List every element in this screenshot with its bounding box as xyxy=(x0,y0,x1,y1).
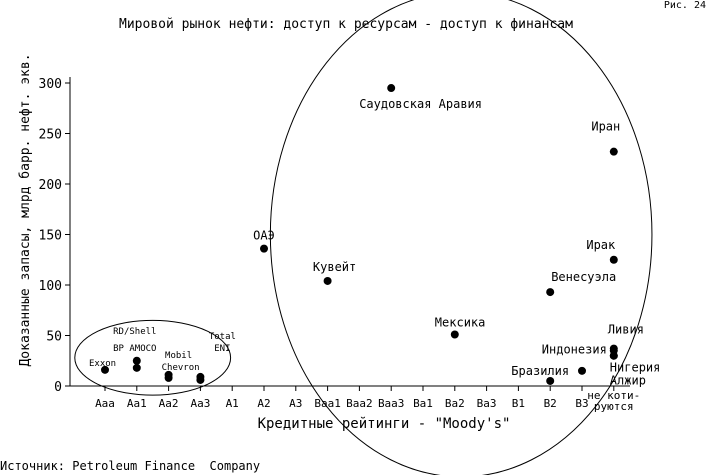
x-tick-label-line: B1 xyxy=(512,397,525,410)
x-tick-label-line: A3 xyxy=(289,397,302,410)
x-tick-label-line: Aaa xyxy=(95,397,115,410)
x-tick-label: Aa1 xyxy=(127,397,147,410)
data-point xyxy=(132,363,141,372)
data-point xyxy=(578,366,586,375)
y-tick-label: 250 xyxy=(39,128,62,143)
x-tick-label: A3 xyxy=(289,397,302,410)
point-label: Венесуэла xyxy=(551,270,616,284)
x-tick-label: A2 xyxy=(257,397,270,410)
x-tick-label: Ba1 xyxy=(413,397,433,410)
x-tick-label: Aa3 xyxy=(190,397,210,410)
x-tick-label: Ba3 xyxy=(477,397,497,410)
x-tick-label-line: руются xyxy=(594,400,634,413)
data-point xyxy=(546,288,555,297)
y-tick-label: 300 xyxy=(39,77,62,92)
point-label: Ирак xyxy=(586,238,616,252)
x-tick-label-line: B3 xyxy=(575,397,588,410)
y-axis-label: Доказанные запасы, млрд барр. нефт. экв. xyxy=(18,53,33,366)
x-tick-label: Aaa xyxy=(95,397,115,410)
x-tick-label: не коти-руются xyxy=(587,389,640,413)
ticks: 0 50 100 150 200 250 300 Aaa Aa1 Aa2 Aa3 A1 A2 A3 Baa1… xyxy=(39,77,641,413)
x-tick-label: Baa2 xyxy=(346,397,373,410)
axes xyxy=(69,77,630,387)
x-tick-label-line: Baa2 xyxy=(346,397,373,410)
point-label: RD/Shell xyxy=(113,327,156,337)
x-tick-label: Baa1 xyxy=(314,397,341,410)
x-tick-label-line: Baa3 xyxy=(378,397,405,410)
point-labels: Exxon RD/Shell BP AMOCO Mobil Chevron Total EN… xyxy=(89,97,660,388)
data-point xyxy=(387,84,396,93)
x-tick-label: A1 xyxy=(226,397,239,410)
y-tick-label: 50 xyxy=(46,330,62,345)
source-note: Источник: Petroleum Finance Company xyxy=(0,459,261,473)
x-tick-label-line: Ba3 xyxy=(477,397,497,410)
x-tick-label: B2 xyxy=(544,397,557,410)
x-tick-label-line: A1 xyxy=(226,397,239,410)
x-tick-label-line: не коти- xyxy=(587,389,640,402)
data-point xyxy=(260,244,268,253)
point-label: Кувейт xyxy=(313,260,356,274)
x-tick-label: B1 xyxy=(512,397,525,410)
point-label: Exxon xyxy=(89,359,116,369)
y-tick-label: 150 xyxy=(39,229,62,244)
point-label: Mobil xyxy=(165,351,192,361)
point-label: Индонезия xyxy=(542,343,607,357)
data-point xyxy=(546,376,555,385)
x-tick-label: Aa2 xyxy=(159,397,179,410)
data-point xyxy=(101,365,109,374)
point-label: Саудовская Аравия xyxy=(359,97,482,111)
x-tick-label-line: Baa1 xyxy=(314,397,341,410)
point-label: Chevron xyxy=(162,363,200,373)
y-tick-label: 0 xyxy=(54,380,62,395)
point-label: Бразилия xyxy=(511,364,569,378)
x-tick-label: B3 xyxy=(575,397,588,410)
x-tick-label: Ba2 xyxy=(445,397,465,410)
figure-label: Рис. 24 xyxy=(663,0,706,11)
x-tick-label-line: Aa3 xyxy=(190,397,210,410)
point-label: Алжир xyxy=(610,374,646,388)
data-point xyxy=(196,375,205,384)
data-point xyxy=(132,356,141,365)
x-tick-label-line: A2 xyxy=(257,397,270,410)
x-tick-label-line: Aa1 xyxy=(127,397,147,410)
y-tick-label: 200 xyxy=(39,178,62,193)
data-point xyxy=(450,330,459,339)
group-ellipse-countries xyxy=(269,0,653,475)
point-label: BP AMOCO xyxy=(113,344,156,354)
data-point xyxy=(609,351,618,360)
data-point xyxy=(164,373,173,382)
x-tick-label-line: Aa2 xyxy=(159,397,179,410)
x-tick-label-line: B2 xyxy=(544,397,557,410)
point-label: Total xyxy=(209,332,236,342)
data-point xyxy=(609,255,618,264)
y-tick-label: 100 xyxy=(39,279,62,294)
data-points xyxy=(101,84,618,385)
data-point xyxy=(323,276,332,285)
x-tick-label-line: Ba2 xyxy=(445,397,465,410)
point-label: ENI xyxy=(214,344,230,354)
x-tick-label: Baa3 xyxy=(378,397,405,410)
point-label: ОАЭ xyxy=(253,229,275,243)
point-label: Иран xyxy=(591,120,620,134)
x-tick-label-line: Ba1 xyxy=(413,397,433,410)
point-label: Нигерия xyxy=(610,361,661,375)
point-label: Мексика xyxy=(435,315,486,329)
group-ellipses xyxy=(74,0,653,475)
x-axis-label: Кредитные рейтинги - "Moody's" xyxy=(258,416,511,432)
point-label: Ливия xyxy=(608,323,644,337)
chart-title: Мировой рынок нефти: доступ к ресурсам -… xyxy=(119,17,573,32)
group-ellipse-companies xyxy=(74,319,232,396)
data-point xyxy=(609,147,618,156)
